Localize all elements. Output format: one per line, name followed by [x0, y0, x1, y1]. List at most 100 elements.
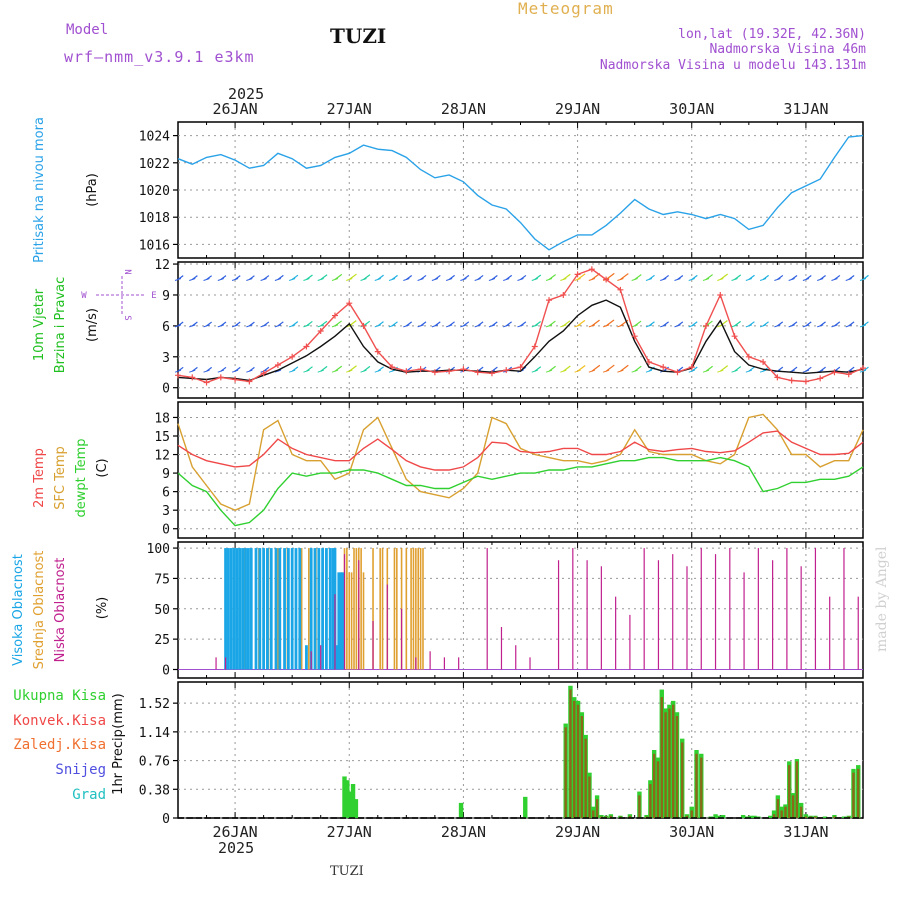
- wind-barb-tick: [274, 324, 282, 328]
- day-label-top: 29JAN: [555, 100, 600, 118]
- conv-precip-bar: [675, 716, 679, 818]
- compass-west: W: [81, 291, 87, 301]
- high-cloud-bar: [325, 548, 328, 670]
- wind-gust-marker: [774, 374, 781, 381]
- wind-barb-tick: [759, 278, 767, 281]
- wind-gust-marker: [503, 367, 510, 374]
- wind-barb-tick: [260, 278, 267, 281]
- precip-ytick-label: 1.14: [139, 726, 170, 741]
- wind-barb-tick: [560, 324, 567, 328]
- conv-precip-bar: [660, 697, 663, 818]
- high-cloud-bar: [278, 548, 282, 670]
- wind-barb-tick: [817, 324, 824, 328]
- conv-precip-bar: [847, 816, 850, 818]
- wind-barb-tick: [189, 278, 196, 281]
- conv-precip-bar: [652, 753, 656, 818]
- model-elevation-label: Nadmorska Visina u modelu 143.131m: [600, 58, 866, 73]
- temperature-ytick-label: 9: [162, 467, 170, 482]
- high-cloud-bar: [241, 548, 245, 670]
- wind-barb-tick: [303, 369, 310, 373]
- wind-barb-tick: [588, 278, 596, 281]
- high-cloud-bar: [339, 572, 343, 670]
- wind-barb-tick: [488, 278, 496, 281]
- total-precip-bar: [841, 816, 847, 818]
- wind-barb-tick: [174, 324, 182, 328]
- wind-barb-tick: [617, 369, 624, 373]
- wind-gust-marker: [603, 276, 610, 283]
- temp-unit: (C): [95, 458, 110, 477]
- wind-compass: W E N S: [81, 269, 156, 320]
- wind-gust-marker: [617, 286, 624, 293]
- conv-precip-bar: [573, 700, 576, 818]
- wind-barb-tick: [802, 324, 810, 328]
- day-label-bottom: 29JAN: [555, 823, 600, 841]
- wind-barb-tick: [617, 324, 624, 328]
- wind-barb-tick: [317, 369, 324, 373]
- bottom-year-label: 2025: [218, 839, 254, 857]
- wind-gust-marker: [660, 364, 667, 371]
- elevation-label: Nadmorska Visina 46m: [709, 42, 866, 57]
- wind-barb: [577, 273, 586, 280]
- conv-precip-bar: [776, 799, 780, 818]
- wind-barb-tick: [374, 369, 381, 373]
- conv-precip-bar: [809, 816, 812, 818]
- wind-barb: [577, 365, 586, 372]
- total-precip-bar: [756, 816, 761, 818]
- wind-barb: [605, 364, 615, 372]
- precip-legend-item: Konvek.Kisa: [13, 713, 106, 729]
- wind-barb-tick: [688, 324, 695, 328]
- pressure-ylabel: Pritisak na nivou mora: [32, 117, 47, 263]
- wind-barb-tick: [174, 278, 182, 281]
- wind-barb: [620, 273, 629, 280]
- day-label-bottom: 30JAN: [669, 823, 714, 841]
- wind-gust-marker: [546, 297, 553, 304]
- high-cloud-bar: [274, 548, 278, 670]
- wind-barb-tick: [859, 369, 867, 373]
- clouds-ytick-label: 0: [162, 664, 170, 679]
- total-precip-bar: [348, 791, 353, 818]
- wind-gust-marker: [703, 322, 710, 329]
- compass-south: S: [122, 315, 132, 320]
- wind-barb-tick: [289, 278, 296, 281]
- high-cloud-bar: [235, 548, 239, 670]
- conv-precip-bar: [852, 772, 855, 818]
- wind-barb: [591, 319, 600, 327]
- wind-barb-tick: [217, 369, 224, 373]
- wind-gust-marker: [431, 369, 438, 376]
- total-precip-bar: [342, 776, 347, 818]
- precip-legend-item: Zaledj.Kisa: [13, 737, 106, 753]
- wind-barb-tick: [331, 324, 339, 328]
- credit-watermark: made by Angel: [874, 546, 890, 652]
- total-precip-bar: [708, 816, 713, 818]
- sfc-temp-label: SFC Temp: [53, 446, 68, 510]
- wind-speed-line: [177, 299, 864, 382]
- total-precip-bar: [717, 815, 722, 818]
- wind-barb-tick: [503, 278, 510, 281]
- conv-precip-bar: [576, 704, 580, 818]
- wind-barb-tick: [346, 369, 353, 373]
- conv-precip-bar: [600, 816, 603, 818]
- wind-barb-tick: [631, 278, 638, 281]
- wind-barb-tick: [431, 324, 439, 328]
- wind-barb-tick: [802, 369, 810, 373]
- conv-precip-bar: [569, 689, 572, 818]
- total-precip-bar: [713, 814, 718, 818]
- conv-precip-bar: [695, 753, 698, 818]
- wind-gust-marker: [517, 364, 524, 371]
- wind-barb-tick: [545, 369, 553, 373]
- wind-gust-marker: [260, 370, 267, 377]
- day-label-top: 27JAN: [327, 100, 372, 118]
- wind-barb-tick: [574, 369, 581, 373]
- conv-precip-bar: [668, 708, 671, 818]
- wind-barb-tick: [688, 278, 695, 281]
- conv-precip-bar: [833, 816, 836, 818]
- high-cloud-bar: [317, 548, 321, 670]
- conv-precip-bar: [681, 742, 684, 818]
- conv-precip-bar: [784, 806, 787, 818]
- high-cloud-bar: [305, 645, 308, 670]
- wind-barb-tick: [417, 278, 424, 281]
- wind-barb: [620, 364, 629, 372]
- wind-frame: [177, 261, 864, 399]
- wind-gust-marker: [403, 368, 410, 375]
- wind-unit: (m/s): [85, 308, 100, 342]
